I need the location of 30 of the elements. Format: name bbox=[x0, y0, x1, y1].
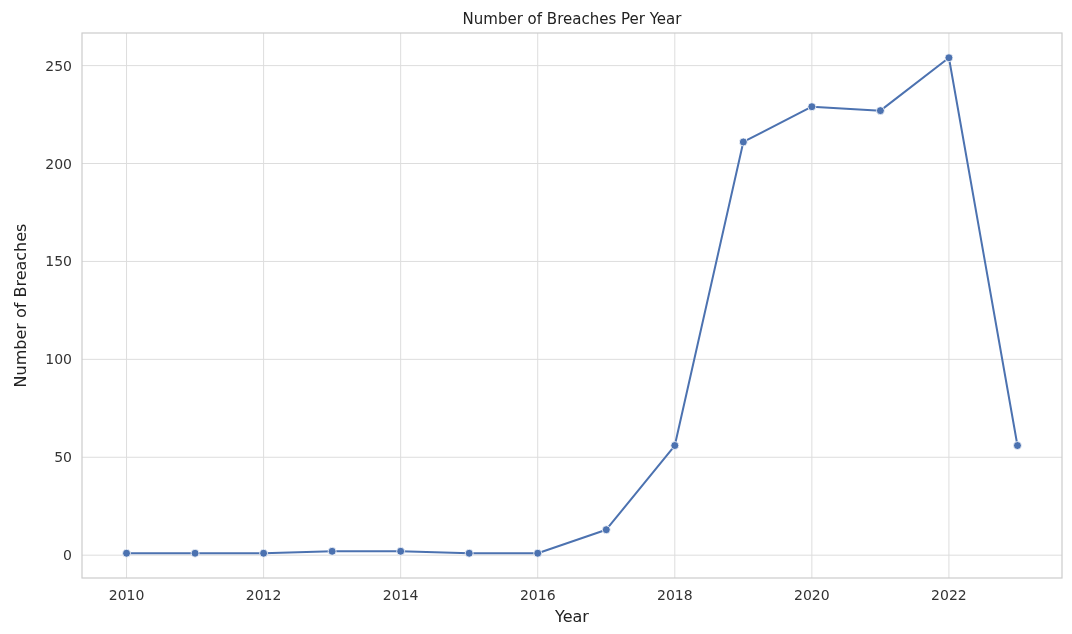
point bbox=[875, 106, 885, 116]
y-tick-label: 150 bbox=[45, 253, 72, 270]
x-tick-label: 2012 bbox=[245, 587, 282, 603]
point bbox=[464, 548, 474, 558]
point bbox=[944, 53, 954, 63]
point bbox=[533, 548, 543, 558]
point bbox=[396, 546, 406, 556]
x-tick-label: 2020 bbox=[794, 587, 830, 603]
y-tick-label: 250 bbox=[45, 57, 72, 74]
point bbox=[190, 548, 200, 558]
x-axis-title: Year bbox=[554, 607, 590, 626]
x-tick-label: 2022 bbox=[931, 587, 967, 603]
point bbox=[738, 137, 748, 147]
point bbox=[670, 441, 680, 450]
x-tick-label: 2018 bbox=[656, 587, 693, 603]
y-tick-label: 200 bbox=[45, 155, 72, 172]
point bbox=[122, 548, 131, 558]
x-tick-label: 2016 bbox=[519, 587, 556, 603]
y-tick-label: 0 bbox=[63, 547, 72, 564]
chart-title: Number of Breaches Per Year bbox=[462, 10, 683, 28]
point bbox=[601, 525, 611, 535]
y-tick-label: 100 bbox=[45, 351, 72, 368]
x-tick-label: 2010 bbox=[108, 587, 145, 603]
point bbox=[259, 548, 269, 558]
point bbox=[807, 102, 817, 112]
y-axis-title: Number of Breaches bbox=[11, 223, 30, 388]
point bbox=[1013, 441, 1022, 450]
x-tick-label: 2014 bbox=[382, 587, 419, 603]
point bbox=[327, 546, 337, 556]
y-tick-label: 50 bbox=[54, 449, 72, 466]
